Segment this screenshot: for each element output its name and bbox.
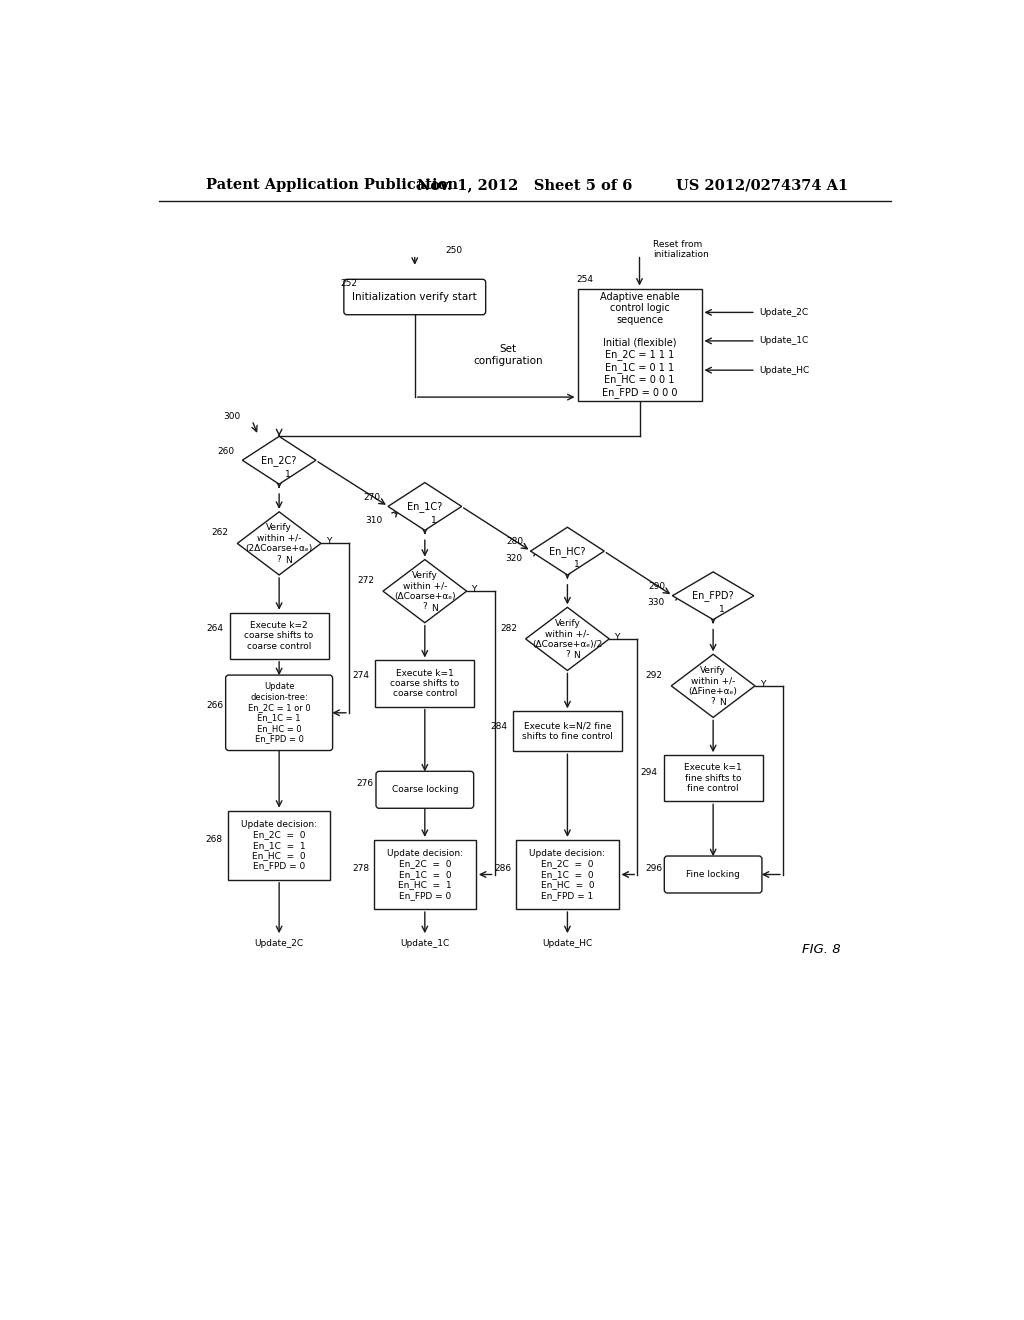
FancyBboxPatch shape bbox=[376, 771, 474, 808]
Text: Nov. 1, 2012   Sheet 5 of 6: Nov. 1, 2012 Sheet 5 of 6 bbox=[417, 178, 633, 193]
Text: N: N bbox=[719, 698, 726, 708]
Text: 286: 286 bbox=[495, 863, 512, 873]
Text: 294: 294 bbox=[640, 768, 657, 777]
Text: Y: Y bbox=[760, 680, 765, 689]
Text: 252: 252 bbox=[340, 279, 357, 288]
Text: 330: 330 bbox=[647, 598, 665, 607]
Bar bbox=[664, 755, 763, 801]
Text: Y: Y bbox=[614, 632, 620, 642]
Text: 274: 274 bbox=[352, 672, 369, 680]
Text: Initialization verify start: Initialization verify start bbox=[352, 292, 477, 302]
Text: Set
configuration: Set configuration bbox=[473, 345, 543, 366]
Text: Patent Application Publication: Patent Application Publication bbox=[206, 178, 458, 193]
Polygon shape bbox=[238, 512, 321, 576]
Text: 250: 250 bbox=[445, 247, 463, 255]
Text: 276: 276 bbox=[356, 779, 374, 788]
Text: 296: 296 bbox=[645, 863, 663, 873]
FancyBboxPatch shape bbox=[665, 857, 762, 892]
Text: Y: Y bbox=[326, 537, 331, 546]
Text: En_HC?: En_HC? bbox=[549, 545, 586, 557]
Polygon shape bbox=[388, 483, 462, 531]
Text: Update decision:
En_2C  =  0
En_1C  =  0
En_HC  =  0
En_FPD = 1: Update decision: En_2C = 0 En_1C = 0 En_… bbox=[529, 849, 605, 900]
Text: 1: 1 bbox=[719, 605, 725, 614]
Text: 280: 280 bbox=[506, 537, 523, 546]
Text: 282: 282 bbox=[501, 623, 518, 632]
Text: Coarse locking: Coarse locking bbox=[391, 785, 458, 795]
Text: N: N bbox=[573, 651, 581, 660]
Text: 278: 278 bbox=[352, 863, 369, 873]
Polygon shape bbox=[525, 607, 609, 671]
Text: Update_HC: Update_HC bbox=[543, 940, 593, 948]
Text: Update_1C: Update_1C bbox=[400, 940, 450, 948]
Text: 264: 264 bbox=[206, 623, 223, 632]
FancyBboxPatch shape bbox=[225, 675, 333, 751]
Text: N: N bbox=[286, 556, 292, 565]
Text: 254: 254 bbox=[575, 275, 593, 284]
Text: Update decision:
En_2C  =  0
En_1C  =  0
En_HC  =  1
En_FPD = 0: Update decision: En_2C = 0 En_1C = 0 En_… bbox=[387, 849, 463, 900]
Text: 320: 320 bbox=[506, 554, 522, 564]
Text: Update_1C: Update_1C bbox=[760, 337, 809, 346]
Text: Fine locking: Fine locking bbox=[686, 870, 740, 879]
Text: Update_2C: Update_2C bbox=[255, 940, 304, 948]
Text: 262: 262 bbox=[212, 528, 228, 537]
Text: 292: 292 bbox=[646, 672, 663, 680]
Text: Update
decision-tree:
En_2C = 1 or 0
En_1C = 1
En_HC = 0
En_FPD = 0: Update decision-tree: En_2C = 1 or 0 En_… bbox=[248, 682, 310, 743]
Text: 290: 290 bbox=[648, 582, 665, 591]
Polygon shape bbox=[672, 655, 755, 718]
Text: 272: 272 bbox=[357, 576, 375, 585]
Text: Verify
within +/-
(2ΔCoarse+αₑ)
?: Verify within +/- (2ΔCoarse+αₑ) ? bbox=[246, 523, 312, 564]
FancyBboxPatch shape bbox=[344, 280, 485, 314]
Text: Execute k=1
fine shifts to
fine control: Execute k=1 fine shifts to fine control bbox=[684, 763, 742, 793]
Text: En_1C?: En_1C? bbox=[408, 502, 442, 512]
Text: 270: 270 bbox=[364, 492, 381, 502]
Bar bbox=[228, 810, 331, 880]
Text: 268: 268 bbox=[206, 834, 222, 843]
Text: 300: 300 bbox=[223, 412, 241, 421]
Text: 266: 266 bbox=[206, 701, 223, 710]
Text: Verify
within +/-
(ΔFine+αₑ)
?: Verify within +/- (ΔFine+αₑ) ? bbox=[689, 665, 737, 706]
Text: Update_HC: Update_HC bbox=[760, 366, 810, 375]
Text: N: N bbox=[431, 603, 438, 612]
Bar bbox=[578, 289, 701, 400]
Text: 1: 1 bbox=[286, 470, 291, 479]
Polygon shape bbox=[530, 527, 604, 576]
Text: Update decision:
En_2C  =  0
En_1C  =  1
En_HC  =  0
En_FPD = 0: Update decision: En_2C = 0 En_1C = 1 En_… bbox=[241, 820, 317, 871]
Bar bbox=[229, 612, 329, 659]
Bar bbox=[375, 660, 474, 706]
Text: Execute k=1
coarse shifts to
coarse control: Execute k=1 coarse shifts to coarse cont… bbox=[390, 669, 460, 698]
Text: 1: 1 bbox=[573, 561, 580, 569]
Polygon shape bbox=[243, 437, 316, 484]
Text: Verify
within +/-
(ΔCoarse+αₑ)
?: Verify within +/- (ΔCoarse+αₑ) ? bbox=[394, 572, 456, 611]
Text: En_FPD?: En_FPD? bbox=[692, 590, 734, 601]
Text: Execute k=N/2 fine
shifts to fine control: Execute k=N/2 fine shifts to fine contro… bbox=[522, 722, 612, 741]
Bar bbox=[374, 840, 476, 909]
Text: 310: 310 bbox=[365, 516, 382, 525]
Text: Reset from
initialization: Reset from initialization bbox=[653, 239, 710, 259]
Text: Adaptive enable
control logic
sequence

Initial (flexible)
En_2C = 1 1 1
En_1C =: Adaptive enable control logic sequence I… bbox=[600, 292, 679, 397]
Polygon shape bbox=[673, 572, 754, 619]
Text: 260: 260 bbox=[218, 446, 234, 455]
Text: 1: 1 bbox=[431, 516, 437, 525]
Text: US 2012/0274374 A1: US 2012/0274374 A1 bbox=[677, 178, 849, 193]
Text: 284: 284 bbox=[490, 722, 508, 731]
Bar bbox=[513, 711, 622, 751]
Text: FIG. 8: FIG. 8 bbox=[802, 944, 841, 957]
Text: Update_2C: Update_2C bbox=[760, 308, 809, 317]
Text: En_2C?: En_2C? bbox=[261, 455, 297, 466]
Text: Verify
within +/-
(ΔCoarse+αₑ)/2
?: Verify within +/- (ΔCoarse+αₑ)/2 ? bbox=[532, 619, 602, 659]
Polygon shape bbox=[383, 560, 467, 623]
Bar bbox=[516, 840, 618, 909]
Text: Y: Y bbox=[471, 585, 477, 594]
Text: Execute k=2
coarse shifts to
coarse control: Execute k=2 coarse shifts to coarse cont… bbox=[245, 620, 313, 651]
